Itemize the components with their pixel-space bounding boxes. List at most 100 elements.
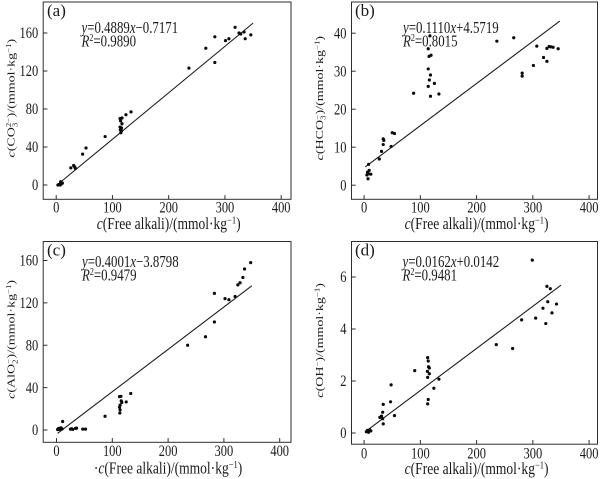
text-run: 200 — [159, 199, 178, 217]
text-run: =0.0162 — [408, 253, 451, 271]
data-point — [382, 138, 386, 142]
text-run: )/(mmol·kg — [5, 293, 17, 358]
text-run: (Free alkali)/(mmol·kg — [411, 216, 536, 233]
data-point — [520, 318, 524, 322]
text-run: 0 — [53, 199, 59, 217]
x-tick-label: 400 — [580, 199, 599, 217]
text-run: 100 — [411, 445, 430, 463]
text-run: 400 — [580, 445, 599, 463]
text-run: 100 — [411, 199, 430, 217]
text-run: R — [402, 33, 411, 51]
text-run: 2− — [5, 117, 13, 127]
tick-marks — [351, 32, 590, 200]
data-point — [541, 306, 545, 310]
data-point — [117, 405, 122, 409]
text-run: )/(mmol·kg — [313, 49, 325, 114]
scatter-points — [364, 258, 559, 434]
text-run: ) — [5, 280, 17, 285]
data-point — [437, 377, 441, 381]
text-run: − — [313, 361, 321, 367]
x-tick-label: 300 — [523, 199, 542, 217]
text-run: ) — [238, 460, 243, 477]
data-point — [366, 177, 370, 181]
data-point — [60, 427, 64, 431]
text-run: 100 — [103, 199, 122, 217]
data-point — [119, 394, 123, 398]
text-run: (a) — [47, 1, 66, 20]
text-run: − — [313, 114, 321, 120]
data-point — [551, 45, 555, 49]
text-run: −3.8798 — [136, 253, 179, 271]
data-point — [233, 294, 237, 299]
x-tick-label: 300 — [216, 199, 235, 217]
data-point — [426, 402, 430, 406]
text-run: − — [5, 358, 13, 364]
text-run: 4 — [340, 321, 346, 339]
axes-box — [42, 1, 292, 200]
x-tick-label: 0 — [53, 199, 59, 217]
y-tick-label: 30 — [334, 63, 346, 81]
data-point — [120, 116, 124, 120]
data-point — [227, 298, 231, 302]
y-tick-label: 20 — [334, 101, 346, 119]
text-run: c — [313, 154, 325, 161]
data-point — [510, 346, 515, 351]
data-point — [249, 261, 253, 265]
data-point — [545, 284, 549, 288]
data-point — [429, 53, 433, 57]
data-point — [426, 397, 430, 402]
text-run: (CO — [5, 127, 17, 151]
data-point — [426, 47, 430, 51]
data-point — [556, 47, 560, 51]
text-run: 6 — [340, 269, 346, 287]
text-run: 20 — [334, 101, 346, 119]
data-point — [381, 410, 385, 414]
data-point — [392, 131, 397, 136]
text-run: ) — [236, 216, 241, 233]
scatter-points — [56, 25, 253, 187]
text-run: 300 — [523, 199, 542, 217]
data-point — [520, 71, 524, 75]
tick-marks — [351, 276, 590, 445]
text-run: 2 — [90, 267, 94, 278]
data-point — [243, 37, 247, 41]
text-run: c — [313, 391, 325, 398]
data-point — [81, 152, 85, 156]
equation-label: y=0.4001x−3.8798 — [80, 253, 178, 271]
text-run: c — [405, 461, 411, 478]
text-run: x — [450, 253, 457, 271]
data-point — [426, 67, 430, 71]
data-point — [119, 131, 123, 135]
data-point — [389, 383, 393, 387]
scatter-points — [56, 261, 253, 432]
axes-box — [351, 1, 598, 200]
x-tick-label: 200 — [159, 442, 178, 460]
x-tick-label: 400 — [270, 442, 289, 460]
text-run: 3 — [11, 123, 19, 127]
y-tick-label: 0 — [340, 177, 346, 195]
data-point — [120, 122, 124, 126]
data-point — [367, 162, 371, 166]
data-point — [203, 335, 208, 339]
data-point — [412, 91, 416, 95]
text-run: R — [402, 267, 411, 285]
y-tick-label: 10 — [334, 139, 346, 157]
text-run: 2 — [411, 33, 415, 44]
text-run: 300 — [216, 199, 235, 217]
equation-label: y=0.1110x+4.5719 — [401, 20, 498, 38]
data-point — [242, 267, 247, 271]
data-point — [212, 320, 217, 324]
text-run: 0 — [361, 199, 367, 217]
x-axis-title: c(Free alkali)/(mmol·kg−1) — [97, 216, 241, 233]
data-point — [187, 66, 191, 70]
text-run: −1 — [229, 460, 238, 471]
data-point — [369, 172, 373, 176]
x-tick-label: 0 — [361, 445, 367, 463]
text-run: R — [81, 33, 90, 51]
data-point — [233, 25, 237, 29]
y-tick-label: 6 — [340, 269, 346, 287]
